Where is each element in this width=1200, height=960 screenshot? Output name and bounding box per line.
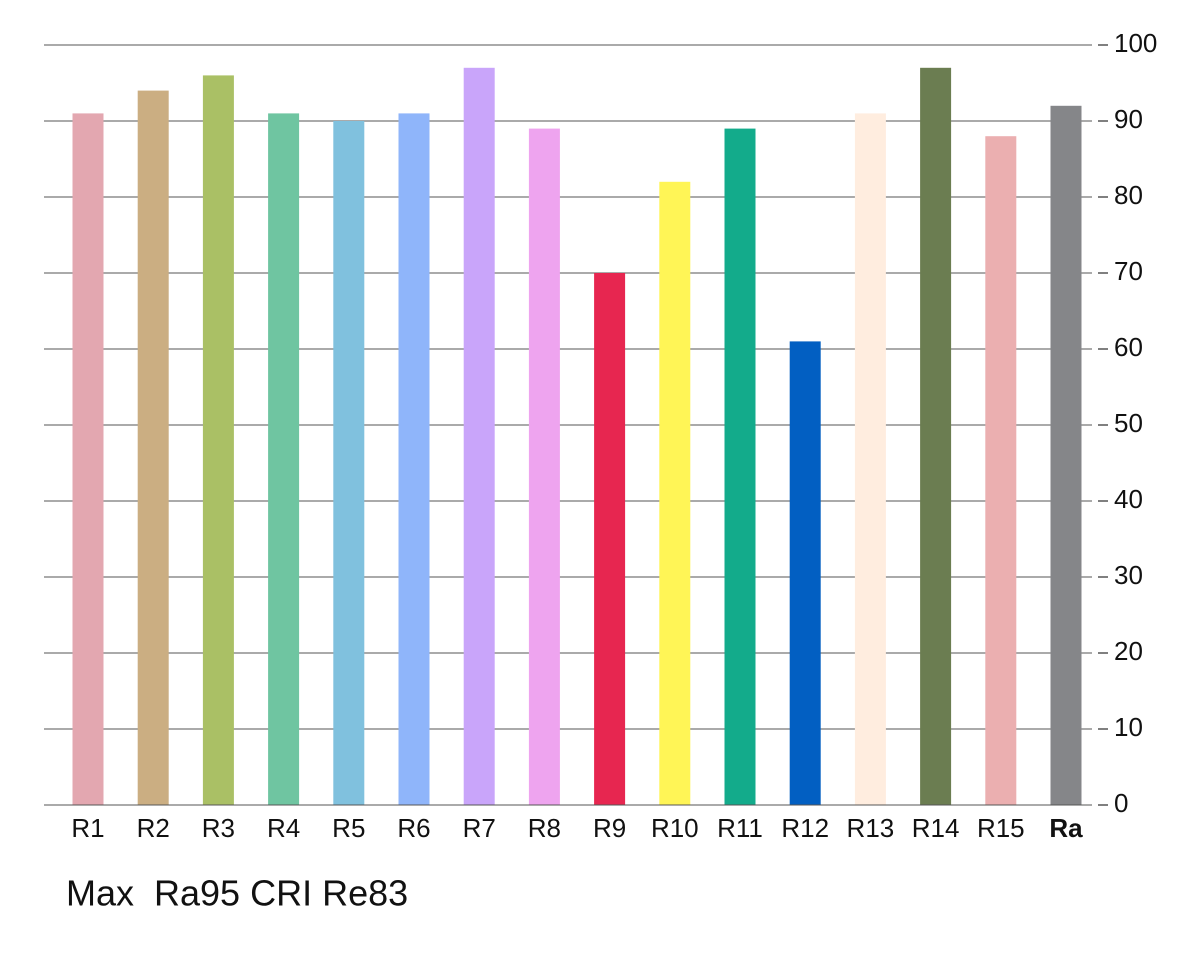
bar xyxy=(789,341,821,805)
x-tick-label: R3 xyxy=(202,813,235,843)
bar xyxy=(659,181,691,806)
bar xyxy=(1050,105,1082,806)
x-tick-label: R10 xyxy=(651,813,699,843)
x-tick-label: Ra xyxy=(1049,813,1083,843)
y-tick-label: 100 xyxy=(1114,28,1157,58)
bar xyxy=(854,113,886,805)
bar xyxy=(985,136,1017,805)
x-tick-label: R6 xyxy=(397,813,430,843)
y-tick-label: 0 xyxy=(1114,788,1128,818)
y-tick-label: 70 xyxy=(1114,256,1143,286)
y-tick-label: 50 xyxy=(1114,408,1143,438)
x-tick-label: R9 xyxy=(593,813,626,843)
bar xyxy=(72,113,104,805)
x-tick-label: R13 xyxy=(847,813,895,843)
bar xyxy=(463,67,495,806)
y-tick-label: 60 xyxy=(1114,332,1143,362)
y-tick-label: 80 xyxy=(1114,180,1143,210)
bar xyxy=(920,67,952,806)
x-tick-label: R7 xyxy=(463,813,496,843)
bar xyxy=(137,90,169,806)
y-tick-label: 30 xyxy=(1114,560,1143,590)
bar xyxy=(594,273,626,805)
x-tick-label: R1 xyxy=(71,813,104,843)
y-tick-label: 20 xyxy=(1114,636,1143,666)
footnote: Max Ra95 CRI Re83 xyxy=(66,873,408,914)
bar xyxy=(333,121,365,805)
bar xyxy=(268,113,300,805)
x-tick-label: R14 xyxy=(912,813,960,843)
x-tick-label: R2 xyxy=(137,813,170,843)
y-tick-label: 90 xyxy=(1114,104,1143,134)
bar xyxy=(724,128,756,806)
y-tick-label: 40 xyxy=(1114,484,1143,514)
y-tick-label: 10 xyxy=(1114,712,1143,742)
x-tick-label: R15 xyxy=(977,813,1025,843)
x-tick-label: R8 xyxy=(528,813,561,843)
x-tick-label: R11 xyxy=(717,813,763,843)
bar xyxy=(202,75,234,805)
x-tick-label: R12 xyxy=(781,813,829,843)
x-tick-label: R5 xyxy=(332,813,365,843)
bar xyxy=(528,128,560,806)
bar xyxy=(398,113,430,805)
x-tick-label: R4 xyxy=(267,813,300,843)
